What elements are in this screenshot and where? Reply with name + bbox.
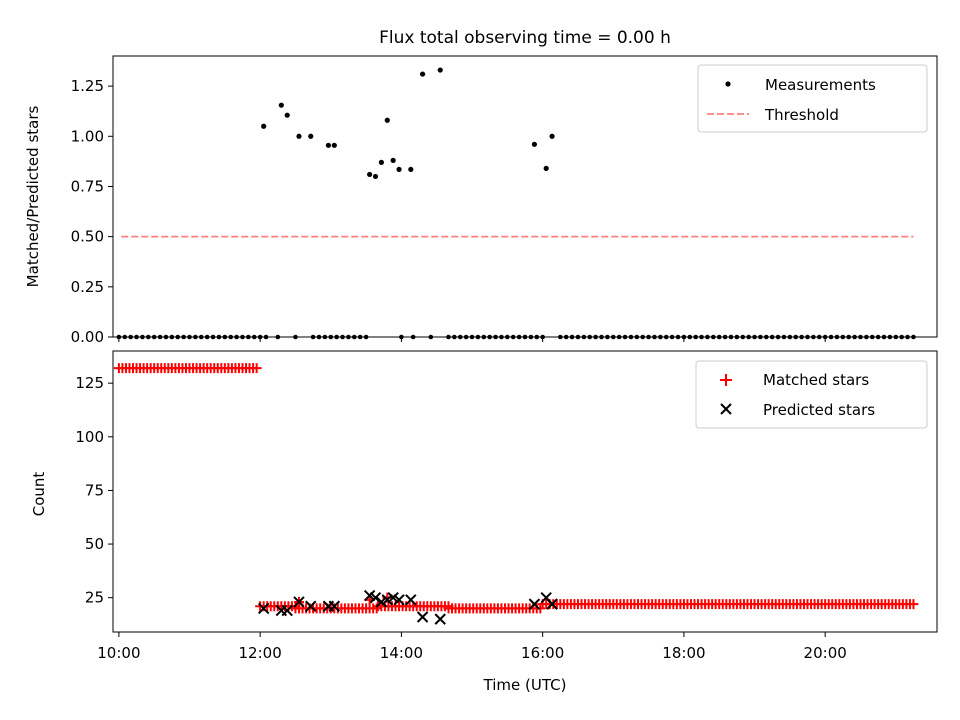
measurement-point — [372, 173, 379, 180]
ratio-y-ticks: 0.00 0.25 0.50 0.75 1.00 1.25 — [71, 77, 113, 346]
measurement-point — [408, 166, 414, 173]
count-y-tick-label: 75 — [85, 481, 104, 499]
figure-title: Flux total observing time = 0.00 h — [379, 28, 671, 48]
measurement-point — [390, 157, 396, 163]
legend-measurements-marker — [725, 81, 731, 87]
predicted-star-point — [305, 600, 317, 612]
measurement-point — [531, 141, 538, 147]
measurement-point — [378, 159, 384, 165]
matched-star-point — [908, 599, 919, 610]
ratio-y-axis-label: Matched/Predicted stars — [24, 106, 42, 288]
count-plot-area — [113, 363, 919, 625]
measurement-point — [543, 165, 549, 171]
measurement-point — [367, 171, 373, 178]
ratio-panel: 0.00 0.25 0.50 0.75 1.00 1.25 Matched/Predict… — [24, 55, 938, 346]
legend-threshold-label: Threshold — [764, 106, 839, 124]
count-y-tick-label: 125 — [75, 374, 104, 392]
count-x-tick-label: 10:00 — [97, 644, 140, 662]
measurement-point — [261, 123, 267, 129]
predicted-star-point — [416, 611, 429, 623]
predicted-star-point — [393, 594, 405, 606]
measurement-point — [278, 102, 284, 108]
predicted-star-point — [405, 594, 417, 606]
ratio-y-tick-label: 0.50 — [71, 228, 104, 246]
count-panel: 10:00 12:00 14:00 16:00 18:00 20:00 25 50 75 100… — [30, 350, 938, 694]
measurement-point — [437, 67, 443, 73]
count-y-tick-label: 100 — [75, 428, 104, 446]
count-x-tick-label: 16:00 — [521, 644, 564, 662]
measurement-point — [331, 142, 337, 148]
measurement-point — [384, 117, 390, 123]
count-axes-frame — [112, 350, 938, 633]
predicted-star-point — [281, 604, 293, 617]
ratio-y-tick-label: 0.00 — [71, 328, 104, 346]
count-y-ticks: 25 50 75 100 125 — [75, 374, 113, 607]
count-y-tick-label: 25 — [85, 589, 104, 607]
measurement-point — [549, 133, 555, 139]
ratio-legend: Measurements Threshold — [697, 64, 928, 133]
count-x-ticks: 10:00 12:00 14:00 16:00 18:00 20:00 — [97, 632, 847, 662]
count-legend: Matched stars Predicted stars — [695, 360, 928, 429]
count-y-tick-label: 50 — [85, 535, 104, 553]
ratio-x-ticks — [118, 337, 826, 342]
count-x-tick-label: 12:00 — [239, 644, 282, 662]
predicted-star-point — [528, 598, 541, 610]
matched-star-point — [251, 363, 262, 374]
ratio-y-tick-label: 0.25 — [71, 278, 104, 296]
count-y-axis-label: Count — [30, 472, 48, 517]
predicted-star-point — [434, 613, 446, 625]
ratio-y-tick-label: 1.25 — [71, 77, 104, 95]
measurement-point — [419, 71, 426, 77]
ratio-legend-box — [697, 64, 928, 133]
legend-predicted-marker — [720, 403, 732, 415]
legend-matched-label: Matched stars — [763, 371, 869, 389]
predicted-star-point — [328, 600, 341, 612]
ratio-y-tick-label: 0.75 — [71, 177, 104, 195]
legend-predicted-label: Predicted stars — [763, 401, 875, 419]
measurement-point — [308, 133, 314, 139]
predicted-star-point — [257, 602, 270, 615]
count-legend-box — [695, 360, 928, 429]
count-x-axis-label: Time (UTC) — [483, 676, 567, 694]
predicted-star-point — [369, 591, 382, 604]
ratio-y-tick-label: 1.00 — [71, 127, 104, 145]
count-x-tick-label: 18:00 — [662, 644, 705, 662]
predicted-star-point — [293, 596, 305, 608]
measurement-point — [284, 112, 290, 118]
legend-matched-marker — [720, 374, 732, 386]
measurement-point — [296, 133, 302, 139]
predicted-star-point — [546, 598, 558, 610]
measurement-point — [396, 166, 402, 173]
count-x-tick-label: 20:00 — [804, 644, 847, 662]
count-x-tick-label: 14:00 — [380, 644, 423, 662]
legend-measurements-label: Measurements — [765, 76, 876, 94]
measurement-point — [325, 142, 332, 148]
ratio-axes-frame — [112, 55, 938, 338]
matched-star-point — [371, 603, 382, 614]
